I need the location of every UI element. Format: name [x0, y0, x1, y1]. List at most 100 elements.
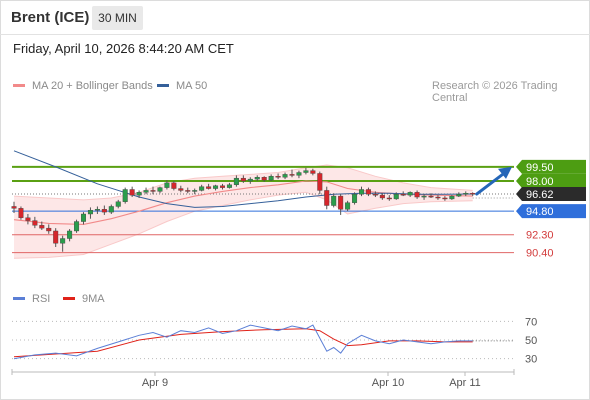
candle-body-12 [94, 209, 100, 211]
candle-body-35 [254, 177, 260, 180]
candle-body-24 [178, 188, 184, 191]
candle-body-48 [345, 202, 351, 210]
candle-body-57 [407, 192, 413, 196]
level-lines [12, 165, 514, 254]
candle-body-64 [456, 193, 462, 197]
rsi-tick-30: 30 [525, 354, 537, 366]
candle-body-51 [365, 189, 371, 195]
legend-rsi-ma-swatch [63, 296, 75, 300]
bollinger-upper-line [13, 164, 473, 201]
candle-body-29 [213, 185, 219, 189]
candle-body-41 [296, 172, 302, 176]
candle-body-60 [428, 195, 434, 198]
level-label-98-00: 98.00 [526, 176, 554, 188]
rsi-line [13, 324, 473, 360]
candle-body-1 [18, 208, 24, 218]
candle-body-27 [199, 186, 205, 191]
candle-body-16 [122, 189, 128, 202]
level-label-99-50: 99.50 [526, 162, 554, 174]
research-credit: Research © 2026 Trading Central [432, 80, 558, 104]
candle-body-11 [87, 210, 93, 215]
candle-body-30 [219, 185, 225, 188]
candle-body-7 [60, 238, 66, 244]
candle-body-23 [171, 182, 177, 189]
candle-body-53 [379, 194, 385, 199]
candle-body-9 [74, 221, 80, 232]
level-label-96-62: 96.62 [526, 189, 554, 201]
candle-body-4 [39, 225, 45, 229]
legend-rsi-label: RSI [32, 293, 51, 305]
candle-body-14 [108, 206, 114, 213]
candle-body-40 [289, 174, 295, 176]
level-tag-96-62 [516, 187, 586, 202]
chart-header: Brent (ICE) 30 MIN [0, 0, 590, 35]
candle-body-49 [352, 193, 358, 203]
candle-body-59 [421, 195, 427, 198]
timeframe-badge[interactable]: 30 MIN [92, 6, 143, 30]
candle-body-6 [53, 230, 59, 244]
candle-body-33 [240, 177, 246, 182]
instrument-title: Brent (ICE) [11, 9, 90, 26]
candle-body-47 [338, 195, 344, 210]
bollinger-lower-line [13, 191, 473, 259]
candle-body-13 [101, 209, 107, 213]
x-tick-label-0: Apr 9 [142, 377, 168, 389]
candle-body-39 [282, 174, 288, 178]
legend-ma50-swatch [157, 83, 169, 87]
legend-rsi: RSI [13, 293, 50, 305]
candle-body-8 [67, 230, 73, 239]
candle-body-54 [386, 197, 392, 200]
candle-body-18 [136, 192, 142, 196]
rsi-tick-70: 70 [525, 316, 537, 328]
candle-body-37 [268, 176, 274, 181]
legend-rsi-ma-label: 9MA [82, 293, 105, 305]
candle-body-19 [143, 190, 149, 193]
candle-body-66 [470, 193, 476, 195]
candle-body-45 [324, 190, 330, 206]
legend-ma50-label: MA 50 [176, 80, 208, 92]
candle-body-26 [192, 190, 198, 192]
chart-datetime: Friday, April 10, 2026 8:44:20 AM CET [13, 41, 234, 56]
candle-body-5 [46, 227, 52, 232]
candle-body-22 [164, 182, 170, 188]
legend-ma20-bollinger: MA 20 + Bollinger Bands [13, 80, 153, 92]
candle-body-20 [150, 190, 156, 192]
candle-body-15 [115, 201, 121, 207]
candle-body-31 [226, 184, 232, 188]
candle-body-25 [185, 190, 191, 192]
candle-body-21 [157, 187, 163, 192]
candle-body-38 [275, 176, 281, 178]
forecast-arrow-head [498, 166, 512, 179]
candlesticks [11, 167, 476, 252]
candle-body-55 [393, 193, 399, 200]
candle-body-34 [247, 178, 253, 182]
level-tag-99-50 [516, 159, 586, 174]
legend-ma50: MA 50 [157, 80, 207, 92]
rsi-panel: 70 50 30 [12, 316, 537, 366]
rsi-tick-50: 50 [525, 335, 537, 347]
candle-body-32 [233, 177, 239, 185]
legend-ma20-swatch [13, 83, 25, 87]
candle-body-28 [206, 186, 212, 189]
level-label-94-80: 94.80 [526, 206, 554, 218]
candle-body-43 [310, 170, 316, 174]
x-axis: Apr 9 Apr 10 Apr 11 [11, 369, 515, 389]
candle-body-42 [303, 170, 309, 173]
candle-body-46 [331, 195, 337, 206]
candle-body-61 [435, 196, 441, 199]
legend-rsi-swatch [13, 296, 25, 300]
candle-body-58 [414, 192, 420, 198]
level-tag-94-80 [516, 204, 586, 219]
x-tick-label-1: Apr 10 [372, 377, 404, 389]
candle-body-17 [129, 189, 135, 196]
legend-rsi-ma: 9MA [63, 293, 105, 305]
candle-body-65 [463, 193, 469, 195]
x-tick-label-2: Apr 11 [449, 377, 481, 389]
rsi-ma-line [13, 328, 473, 358]
candle-body-44 [317, 173, 323, 191]
candle-body-56 [400, 193, 406, 196]
forecast-arrow-shaft [475, 170, 508, 196]
candle-body-2 [25, 217, 31, 221]
